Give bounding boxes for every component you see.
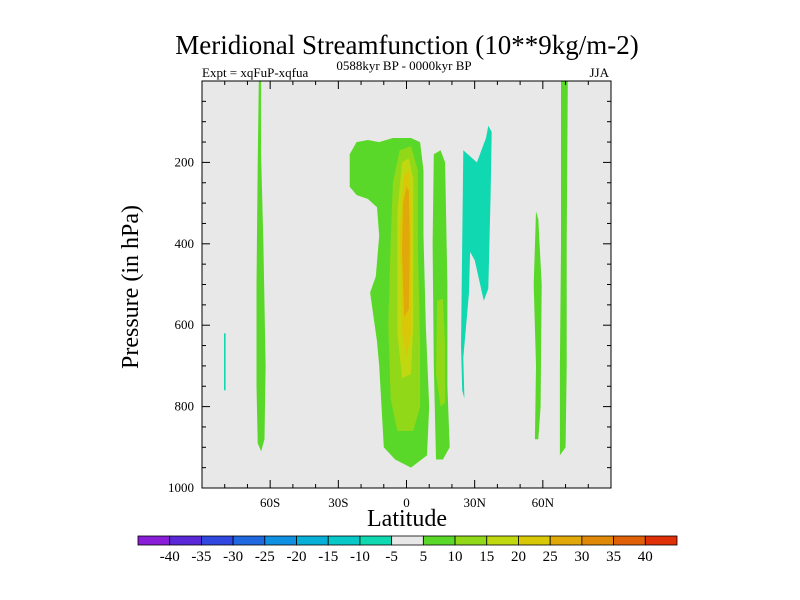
colorbar-swatch <box>518 535 551 546</box>
colorbar-label: -35 <box>191 549 211 565</box>
contour-region-2 <box>224 333 226 391</box>
colorbar-label: -20 <box>287 549 307 565</box>
y-tick-label: 400 <box>175 236 195 251</box>
contour-region-12 <box>559 81 568 456</box>
chart-title: Meridional Streamfunction (10**9kg/m-2) <box>175 30 638 60</box>
x-tick-label: 0 <box>403 495 410 510</box>
colorbar-label: -15 <box>318 549 338 565</box>
x-tick-label: 60S <box>260 495 280 510</box>
contour-region-9 <box>436 298 446 407</box>
colorbar-label: -40 <box>160 549 180 565</box>
colorbar-label: 20 <box>511 549 526 565</box>
y-tick-label: 1000 <box>168 480 194 495</box>
colorbar-swatch <box>201 535 234 546</box>
colorbar-swatch <box>232 535 266 546</box>
y-tick-label: 800 <box>175 399 195 414</box>
colorbar-label: 30 <box>574 549 589 565</box>
x-tick-label: 30N <box>463 495 486 510</box>
colorbar-label: 25 <box>543 549 558 565</box>
contour-region-7 <box>402 186 410 318</box>
colorbar-swatch <box>169 535 202 546</box>
colorbar-swatch <box>644 535 678 546</box>
colorbar-label: 5 <box>420 549 428 565</box>
colorbar-swatch <box>613 535 646 546</box>
colorbar-swatch <box>391 535 424 546</box>
y-tick-label: 600 <box>175 317 195 332</box>
subtitle-center: 0588kyr BP - 0000kyr BP <box>336 58 471 73</box>
colorbar-swatch <box>359 535 393 546</box>
y-axis-label: Pressure (in hPa) <box>118 205 144 369</box>
plot-area: 60S 30S 0 30N 60N 200 400 600 800 1000 <box>168 80 612 510</box>
x-tick-label: 30S <box>328 495 348 510</box>
colorbar-swatch <box>137 535 171 546</box>
colorbar: -40 -35 -30 -25 -20 -15 -10 -5 5 10 15 20 25 30 35 40 <box>137 535 678 565</box>
subtitle-left: Expt = xqFuP-xqfua <box>202 65 309 80</box>
colorbar-swatch <box>264 535 297 546</box>
colorbar-label: -25 <box>255 549 275 565</box>
colorbar-label: 35 <box>606 549 621 565</box>
colorbar-swatch <box>581 535 614 546</box>
colorbar-swatch <box>549 535 583 546</box>
colorbar-label: 10 <box>448 549 463 565</box>
colorbar-swatch <box>422 535 456 546</box>
colorbar-swatch <box>454 535 488 546</box>
contour-region-10 <box>461 125 492 399</box>
x-tick-label: 60N <box>532 495 555 510</box>
colorbar-label: -30 <box>223 549 243 565</box>
contour-regions <box>224 81 568 468</box>
x-axis-ticks: 60S 30S 0 30N 60N <box>201 81 612 510</box>
y-axis-ticks: 200 400 600 800 1000 <box>168 80 611 495</box>
colorbar-swatch <box>327 535 361 546</box>
y-tick-label: 200 <box>175 154 195 169</box>
colorbar-label: 15 <box>479 549 494 565</box>
contour-region-11 <box>533 211 542 440</box>
subtitle-right: JJA <box>589 65 609 80</box>
colorbar-label: 40 <box>638 549 653 565</box>
colorbar-label: -10 <box>350 549 370 565</box>
colorbar-swatch <box>296 535 329 546</box>
contour-region-1 <box>256 81 266 452</box>
colorbar-label: -5 <box>385 549 398 565</box>
colorbar-swatch <box>486 535 519 546</box>
x-axis-label: Latitude <box>367 506 447 532</box>
